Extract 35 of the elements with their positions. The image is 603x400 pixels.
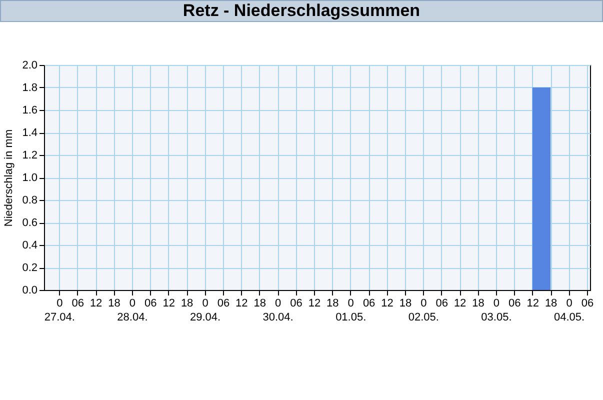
- y-tick-label: 0.0: [22, 284, 38, 296]
- x-tick-label: 18: [326, 298, 339, 310]
- y-tick-label: 1.6: [22, 104, 38, 116]
- x-tick-label: 06: [581, 298, 594, 310]
- x-tick-label: 06: [217, 298, 230, 310]
- y-tick-label: 1.0: [22, 172, 38, 184]
- y-tick-label: 0.6: [22, 217, 38, 229]
- x-tick-label: 06: [72, 298, 84, 310]
- y-tick-label: 1.8: [22, 82, 38, 94]
- y-tick-label: 1.2: [22, 150, 38, 162]
- x-tick-label: 12: [90, 298, 102, 310]
- y-tick-label: 2.0: [22, 60, 38, 72]
- x-tick-label: 18: [544, 298, 558, 310]
- y-tick-label: 1.4: [22, 127, 38, 139]
- x-tick-label: 12: [162, 298, 175, 310]
- chart-title: Retz - Niederschlagssummen: [0, 0, 603, 22]
- x-tick-label: 12: [236, 298, 248, 310]
- x-tick-label: 12: [526, 298, 539, 310]
- x-tick-label: 12: [454, 298, 466, 310]
- y-tick-label: 0.8: [22, 194, 38, 206]
- x-tick-label: 06: [144, 298, 157, 310]
- x-tick-label: 18: [472, 298, 484, 310]
- x-tick-label: 18: [254, 298, 266, 310]
- x-tick-label: 06: [508, 298, 521, 310]
- x-tick-label: 18: [180, 298, 194, 310]
- x-tick-label: 18: [399, 298, 412, 310]
- y-tick-label: 0.2: [22, 262, 38, 274]
- y-axis-title: Niederschlag in mm: [3, 129, 16, 227]
- x-tick-label: 06: [362, 298, 376, 310]
- x-tick-label: 12: [308, 298, 321, 310]
- y-tick-label: 0.4: [22, 240, 38, 252]
- x-tick-label: 18: [108, 298, 120, 310]
- x-tick-label: 06: [290, 298, 302, 310]
- x-tick-label: 12: [381, 298, 394, 310]
- x-tick-label: 06: [436, 298, 448, 310]
